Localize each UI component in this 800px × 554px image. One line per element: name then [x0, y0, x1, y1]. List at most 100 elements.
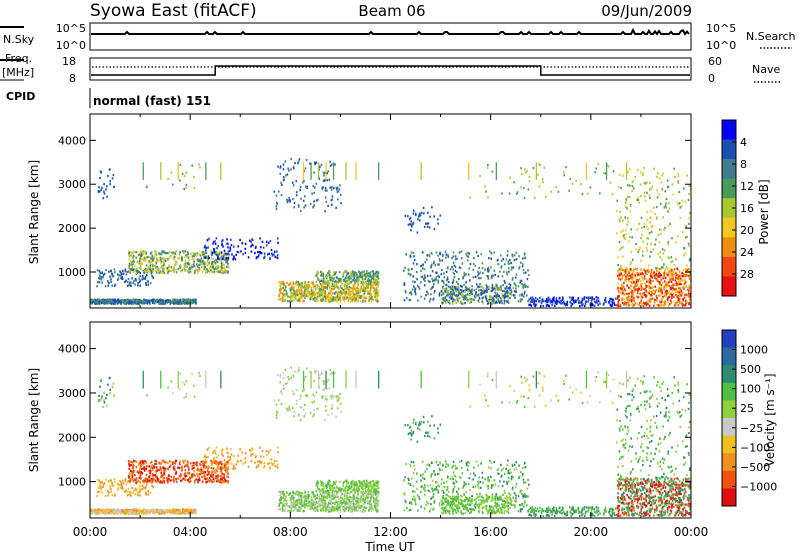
echo-cell	[190, 252, 192, 255]
echo-cell	[142, 251, 144, 254]
echo-cell	[159, 270, 162, 273]
echo-cell	[669, 286, 672, 289]
echo-cell	[342, 297, 344, 300]
echo-cell	[355, 294, 357, 297]
echo-cell	[494, 285, 497, 289]
echo-cell	[132, 263, 134, 266]
echo-cell	[96, 478, 99, 481]
echo-cell	[206, 260, 209, 263]
echo-cell	[657, 172, 659, 175]
echo-cell	[668, 225, 670, 228]
echo-cell	[684, 274, 686, 277]
echo-cell	[686, 235, 688, 239]
echo-cell	[627, 171, 629, 174]
echo-cell	[665, 283, 667, 286]
echo-cell	[135, 256, 138, 259]
echo-cell	[506, 300, 509, 303]
echo-cell	[644, 304, 646, 307]
echo-cell	[664, 276, 667, 279]
echo-cell	[454, 255, 457, 258]
echo-cell	[374, 280, 376, 283]
echo-cell	[358, 294, 360, 297]
echo-cell	[196, 254, 198, 257]
echo-cell	[102, 508, 104, 511]
echo-cell	[564, 304, 567, 307]
echo-cell	[298, 290, 301, 294]
echo-cell	[374, 298, 377, 302]
echo-cell	[649, 216, 652, 219]
echo-cell	[679, 281, 681, 284]
echo-cell	[346, 282, 349, 285]
echo-cell	[640, 286, 643, 289]
echo-cell	[344, 287, 346, 290]
echo-cell	[375, 294, 378, 297]
echo-cell	[375, 280, 377, 283]
echo-cell	[136, 509, 138, 512]
echo-cell	[129, 478, 132, 481]
echo-cell	[350, 291, 352, 294]
echo-cell	[121, 485, 123, 488]
echo-cell	[259, 237, 261, 240]
echo-cell	[558, 296, 561, 299]
echo-cell	[316, 287, 318, 290]
echo-cell	[137, 494, 139, 497]
echo-cell	[375, 300, 378, 303]
echo-cell	[654, 298, 656, 301]
echo-cell	[625, 292, 628, 295]
echo-cell	[319, 293, 321, 296]
echo-cell	[216, 257, 219, 260]
echo-cell	[627, 275, 630, 278]
colorbar-tick-label: 28	[740, 268, 754, 281]
echo-cell	[303, 291, 306, 294]
echo-cell	[455, 301, 457, 305]
echo-cell	[221, 264, 223, 267]
y-tick-label: 3000	[58, 178, 86, 191]
echo-cell	[471, 292, 473, 295]
echo-cell	[150, 257, 152, 260]
echo-cell	[106, 195, 108, 198]
echo-cell	[187, 256, 190, 259]
echo-cell	[156, 508, 159, 511]
echo-cell	[131, 265, 134, 268]
echo-cell	[626, 223, 629, 226]
echo-cell	[285, 290, 287, 293]
echo-cell	[96, 508, 99, 511]
echo-cell	[146, 268, 149, 271]
echo-cell	[250, 250, 253, 253]
echo-streak	[605, 162, 608, 180]
echo-cell	[646, 302, 649, 305]
echo-cell	[328, 300, 331, 303]
echo-cell	[470, 300, 472, 304]
echo-cell	[560, 302, 562, 305]
echo-cell	[469, 297, 471, 301]
echo-cell	[447, 254, 449, 257]
echo-cell	[503, 263, 506, 266]
echo-cell	[223, 255, 226, 259]
echo-cell	[149, 268, 151, 271]
echo-cell	[337, 298, 340, 301]
echo-cell	[561, 298, 564, 301]
echo-cell	[452, 261, 455, 264]
echo-cell	[523, 186, 525, 190]
echo-cell	[597, 300, 600, 303]
echo-cell	[604, 296, 607, 299]
echo-cell	[152, 267, 154, 270]
echo-cell	[322, 287, 324, 290]
echo-cell	[661, 188, 664, 191]
echo-cell	[97, 486, 100, 489]
echo-cell	[501, 295, 504, 299]
echo-cell	[154, 299, 157, 302]
echo-cell	[185, 512, 188, 515]
echo-cell	[219, 257, 222, 260]
echo-cell	[627, 295, 630, 298]
echo-cell	[352, 270, 354, 273]
echo-cell	[656, 267, 659, 270]
echo-cell	[332, 277, 335, 280]
echo-cell	[689, 294, 691, 297]
echo-cell	[343, 291, 345, 294]
echo-cell	[131, 269, 133, 272]
echo-cell	[293, 202, 296, 205]
echo-cell	[512, 266, 515, 269]
echo-cell	[412, 251, 415, 254]
echo-cell	[688, 259, 691, 262]
